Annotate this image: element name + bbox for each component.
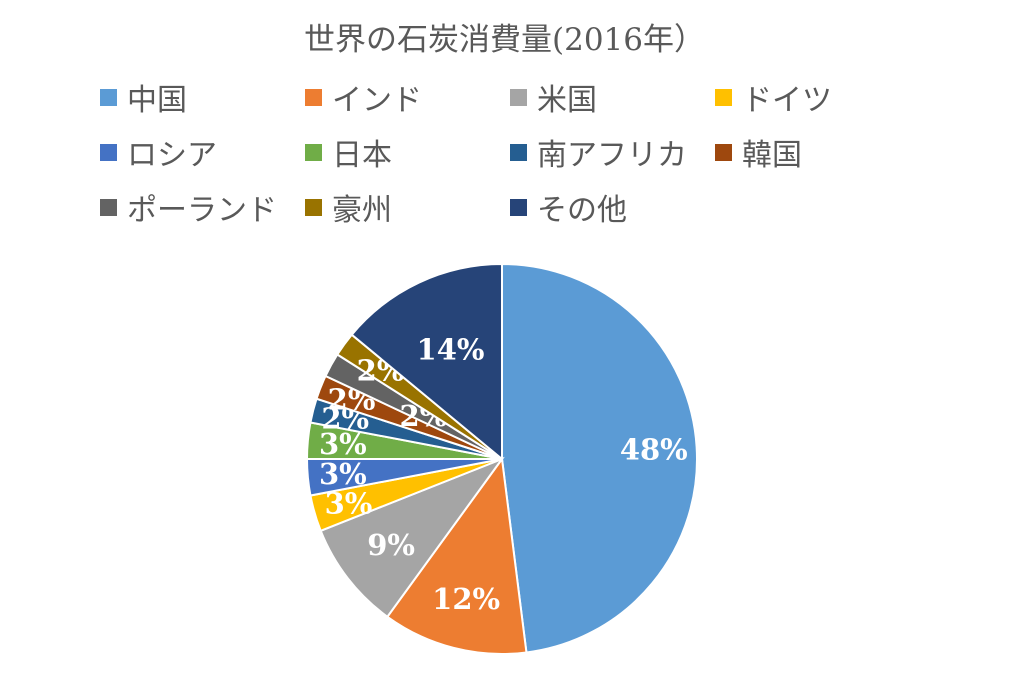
pie-slice <box>501 262 698 654</box>
pie-slice <box>319 456 505 619</box>
legend-item: 南アフリカ <box>510 133 715 173</box>
legend-swatch <box>510 198 527 216</box>
slice-data-label: 9% <box>367 528 415 562</box>
legend-label: 南アフリカ <box>537 138 687 173</box>
legend-item: 中国 <box>100 78 305 118</box>
legend-label: その他 <box>537 193 627 228</box>
legend-label: 米国 <box>537 83 597 118</box>
legend-item: インド <box>305 78 510 118</box>
legend-swatch <box>305 198 322 216</box>
legend-swatch <box>305 143 322 161</box>
legend-item: ドイツ <box>715 78 880 118</box>
slice-data-label: 48% <box>620 432 688 466</box>
legend-label: ドイツ <box>742 83 832 118</box>
chart-title: 世界の石炭消費量(2016年） <box>304 22 705 58</box>
legend-label: 韓国 <box>742 138 802 173</box>
legend-item: 韓国 <box>715 133 880 173</box>
legend-label: ロシア <box>127 138 217 173</box>
legend-item: 豪州 <box>305 188 510 228</box>
legend-swatch <box>715 143 732 161</box>
legend-swatch <box>715 88 732 106</box>
legend-item: ロシア <box>100 133 305 173</box>
chart-legend: 中国 インド 米国 ドイツロシア 日本 南アフリカ 韓国ポーランド 豪州 その他 <box>100 78 880 228</box>
legend-item: 日本 <box>305 133 510 173</box>
legend-item: ポーランド <box>100 188 305 228</box>
legend-swatch <box>305 88 322 106</box>
slice-data-label: 14% <box>417 333 485 367</box>
legend-label: 中国 <box>127 83 187 118</box>
legend-swatch <box>100 198 117 216</box>
pie-slice <box>385 456 528 655</box>
legend-label: インド <box>332 83 422 118</box>
slice-data-label: 3% <box>319 457 367 491</box>
pie-slice <box>350 262 503 462</box>
legend-swatch <box>510 88 527 106</box>
legend-item: 米国 <box>510 78 715 118</box>
legend-swatch <box>510 143 527 161</box>
legend-swatch <box>100 88 117 106</box>
legend-label: ポーランド <box>127 193 277 228</box>
legend-item: その他 <box>510 188 715 228</box>
slice-data-label: 12% <box>432 582 500 616</box>
legend-label: 日本 <box>332 138 392 173</box>
legend-swatch <box>100 143 117 161</box>
legend-label: 豪州 <box>332 193 392 228</box>
